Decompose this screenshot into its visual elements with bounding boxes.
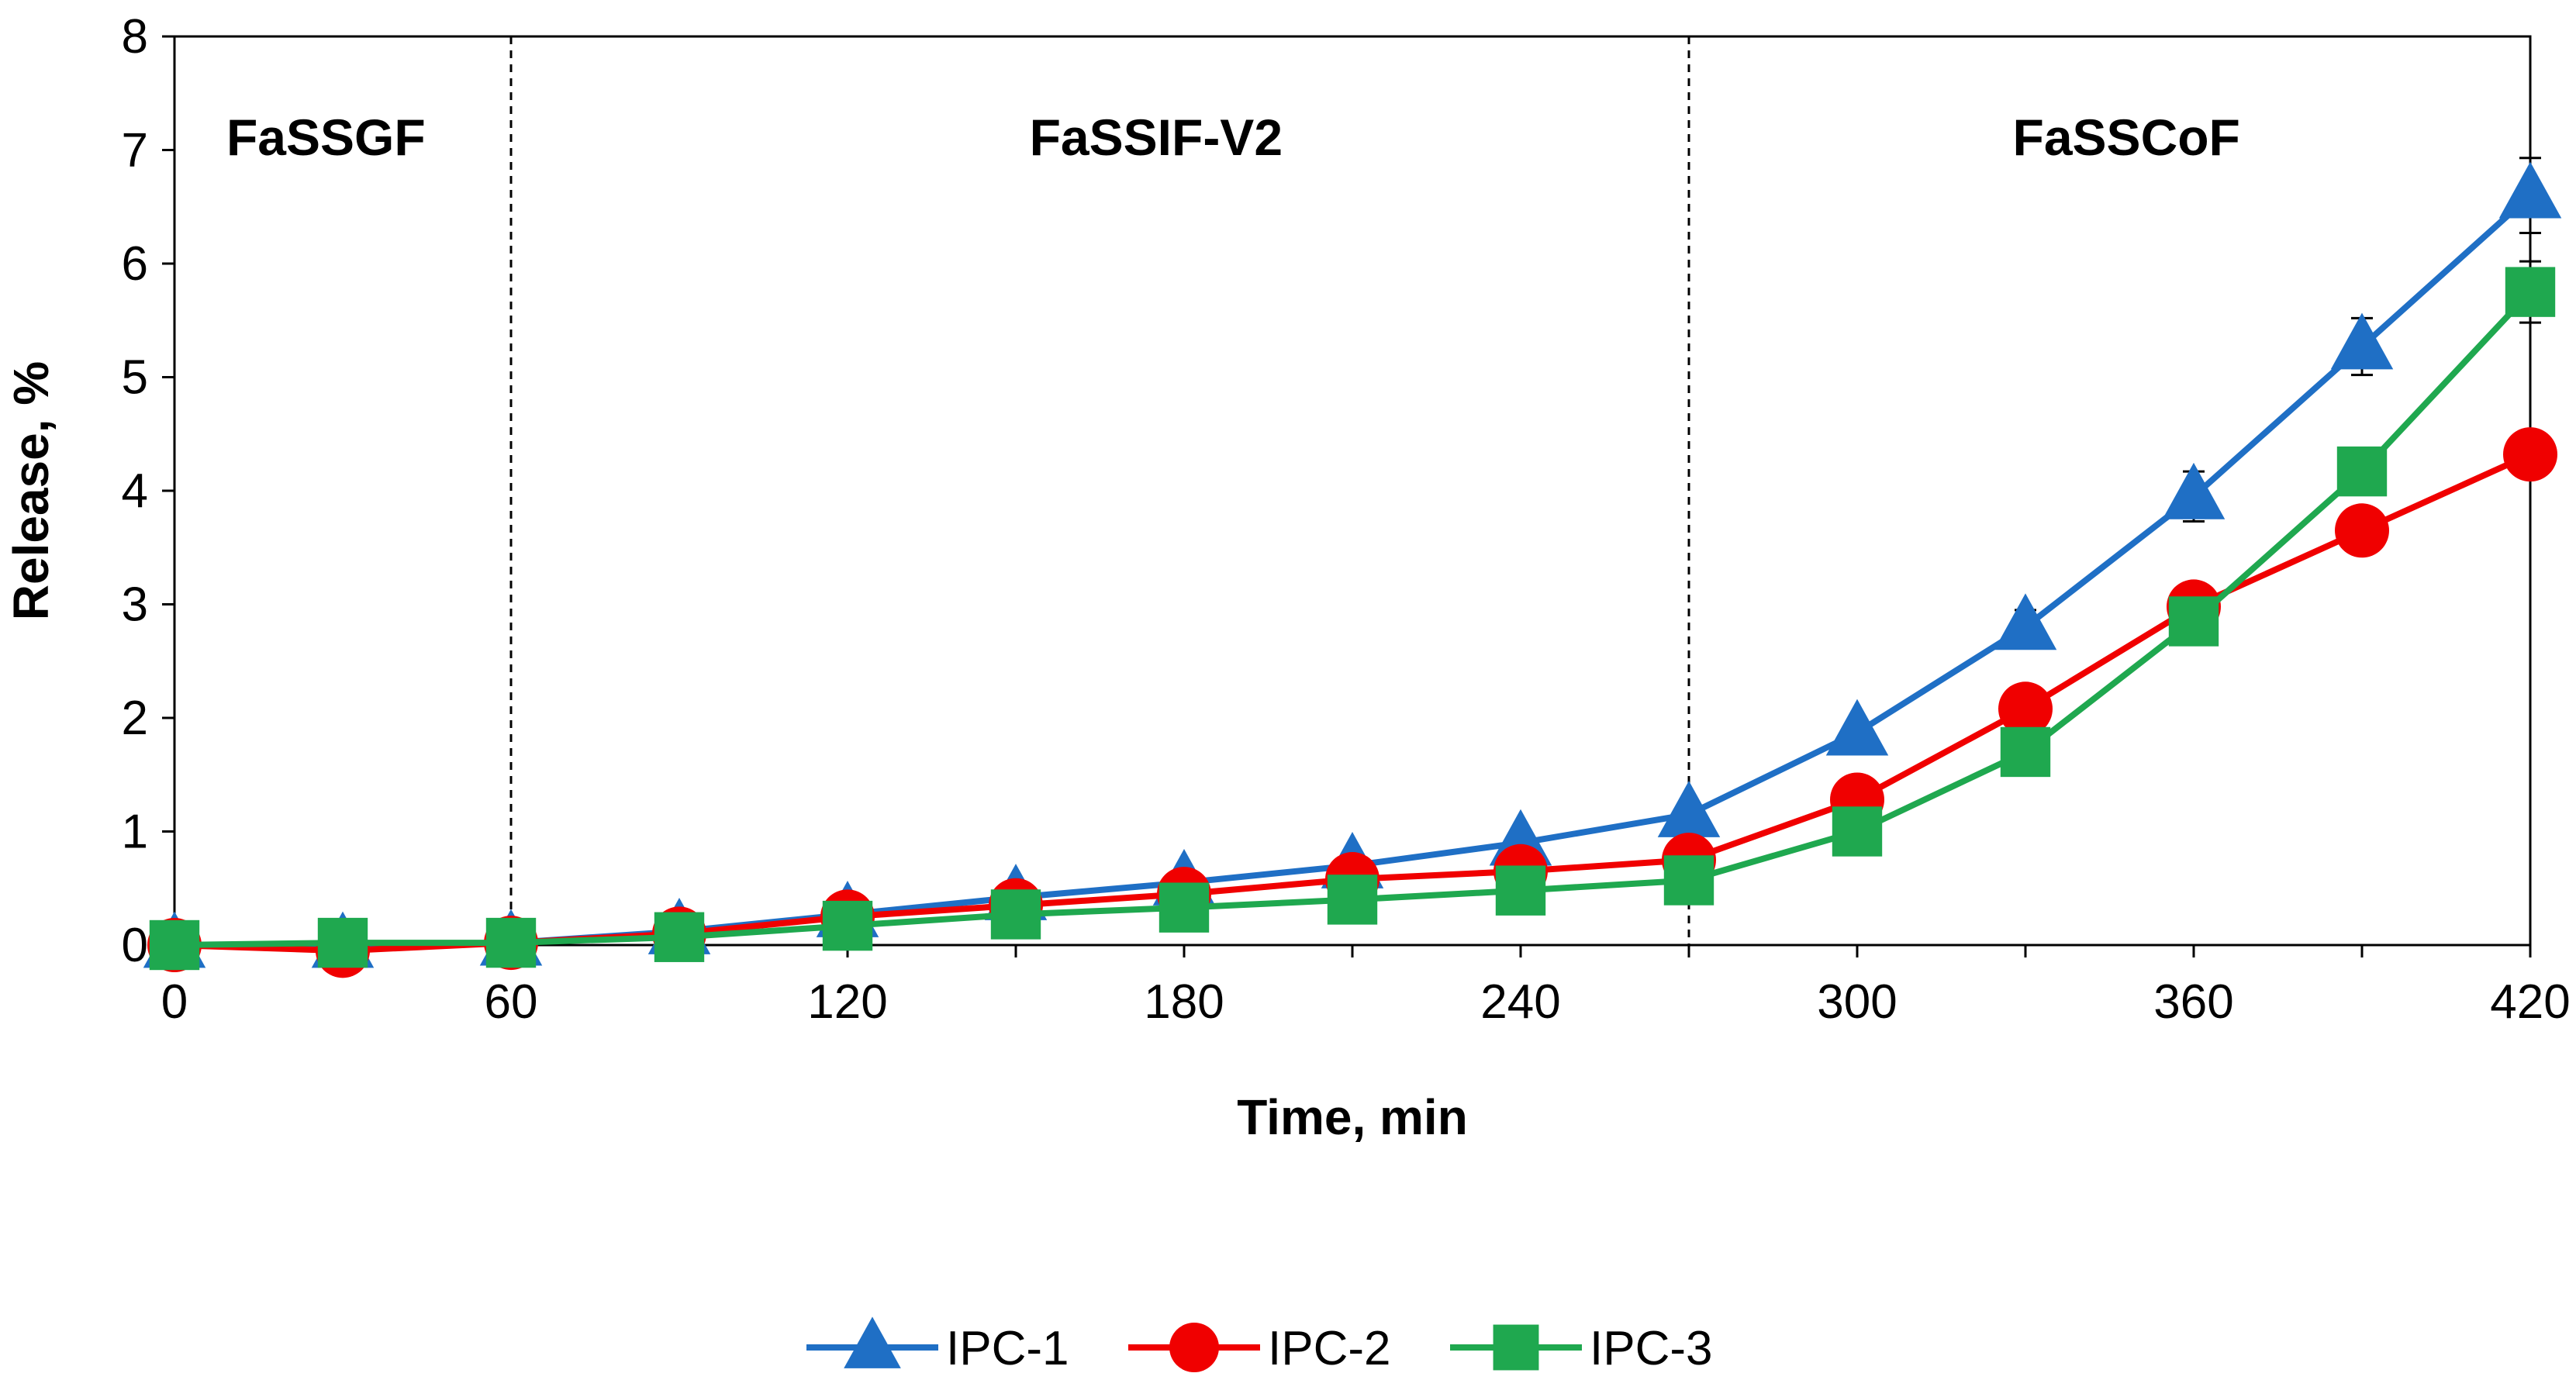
data-point: [2330, 312, 2394, 370]
plot-area-frame: [173, 35, 2532, 947]
legend-item: IPC-3: [1450, 1322, 1712, 1375]
y-tick-label: 8: [122, 10, 148, 64]
legend-item: IPC-1: [806, 1316, 1069, 1375]
data-point: [1994, 593, 2057, 650]
data-point: [654, 912, 705, 962]
y-tick-label: 0: [122, 919, 148, 972]
data-point: [1159, 882, 1210, 933]
legend-label: IPC-2: [1268, 1322, 1390, 1375]
x-tick-label: 180: [1144, 975, 1224, 1029]
region-label: FaSSIF-V2: [1030, 109, 1283, 166]
y-tick-label: 4: [122, 464, 148, 518]
data-point: [1663, 855, 1714, 906]
data-point: [317, 917, 368, 968]
legend-marker: [1493, 1324, 1539, 1371]
series-IPC-3: [149, 260, 2556, 971]
y-tick-label: 2: [122, 692, 148, 745]
x-tick-label: 60: [485, 975, 538, 1029]
data-point: [1657, 781, 1721, 837]
legend-label: IPC-3: [1590, 1322, 1712, 1375]
y-tick-label: 5: [122, 351, 148, 405]
data-point: [1998, 681, 2053, 737]
data-point: [2000, 726, 2051, 778]
x-tick-label: 0: [161, 975, 188, 1029]
data-point: [1495, 865, 1546, 916]
x-tick-label: 420: [2490, 975, 2570, 1029]
series-IPC-1: [143, 157, 2562, 968]
legend-marker: [844, 1316, 901, 1368]
x-tick-label: 120: [807, 975, 887, 1029]
data-point: [2168, 596, 2219, 647]
data-point: [1327, 875, 1378, 925]
region-label: FaSSGF: [226, 109, 426, 166]
data-point: [2336, 446, 2388, 497]
data-point: [2335, 503, 2389, 558]
region-label-layer: FaSSGF FaSSIF-V2 FaSSCoF: [226, 109, 2240, 166]
y-tick-label: 3: [122, 578, 148, 632]
x-tick-label: 240: [1480, 975, 1560, 1029]
legend: IPC-1 IPC-2 IPC-3: [806, 1316, 1712, 1375]
data-point: [149, 919, 200, 971]
data-point: [2162, 462, 2226, 519]
data-point: [1832, 806, 1883, 857]
region-divider-layer: [509, 36, 1690, 945]
data-point: [2505, 267, 2556, 317]
data-point: [2498, 161, 2562, 219]
region-label: FaSSCoF: [2013, 109, 2240, 166]
y-tick-label: 6: [122, 237, 148, 291]
y-axis-title: Release, %: [3, 361, 59, 620]
data-point: [822, 900, 873, 951]
y-tick-label: 1: [122, 806, 148, 859]
data-point: [990, 889, 1041, 940]
legend-item: IPC-2: [1128, 1322, 1390, 1375]
series-layer: [143, 157, 2562, 978]
legend-label: IPC-1: [946, 1322, 1069, 1375]
x-tick-label: 360: [2153, 975, 2233, 1029]
data-point: [1825, 699, 1889, 756]
data-point: [2503, 427, 2557, 482]
axis-ticks-layer: 0 1 2 3 4 5 6 7 8 0 60 120 180 240 300 360 420: [122, 10, 2571, 1029]
x-tick-label: 300: [1817, 975, 1897, 1029]
legend-marker: [1169, 1323, 1219, 1372]
x-axis-title: Time, min: [1237, 1089, 1468, 1145]
data-point: [485, 917, 537, 968]
y-tick-label: 7: [122, 124, 148, 178]
